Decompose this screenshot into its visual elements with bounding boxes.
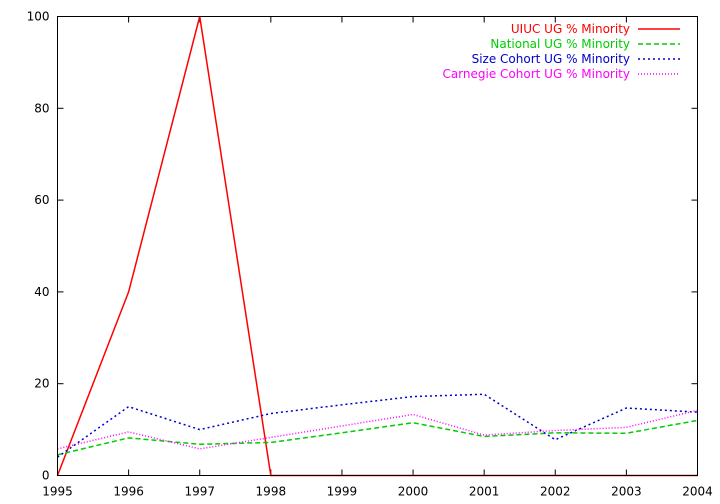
legend-label: National UG % Minority xyxy=(490,37,630,51)
x-axis: 1995 1996 1997 1998 1999 2000 2001 2002 2003 2004 xyxy=(42,16,713,499)
x-tick-label: 2003 xyxy=(611,485,642,499)
y-tick-label: 0 xyxy=(42,469,50,483)
y-tick-label: 60 xyxy=(34,193,49,207)
series-line-2 xyxy=(57,393,698,458)
series-line-1 xyxy=(57,419,698,456)
legend-label: Carnegie Cohort UG % Minority xyxy=(442,67,630,81)
series-layer xyxy=(56,16,698,477)
x-tick-label: 1998 xyxy=(256,485,287,499)
x-tick-label: 2004 xyxy=(682,485,713,499)
y-tick-label: 20 xyxy=(34,377,49,391)
x-tick-label: 2001 xyxy=(469,485,500,499)
y-axis: 0 20 40 60 80 100 xyxy=(27,10,698,483)
y-tick-label: 100 xyxy=(27,10,50,24)
x-tick-label: 1997 xyxy=(184,485,215,499)
x-tick-label: 1995 xyxy=(42,485,73,499)
x-tick-label: 1999 xyxy=(327,485,358,499)
x-tick-label: 2002 xyxy=(540,485,571,499)
y-tick-label: 80 xyxy=(34,101,49,115)
series-line-3 xyxy=(57,409,698,450)
x-tick-label: 2000 xyxy=(398,485,429,499)
legend-label: Size Cohort UG % Minority xyxy=(472,52,630,66)
plot-frame xyxy=(57,16,698,476)
series-line-0 xyxy=(56,16,698,477)
y-tick-label: 40 xyxy=(34,285,49,299)
legend-label: UIUC UG % Minority xyxy=(511,22,630,36)
x-tick-label: 1996 xyxy=(113,485,144,499)
